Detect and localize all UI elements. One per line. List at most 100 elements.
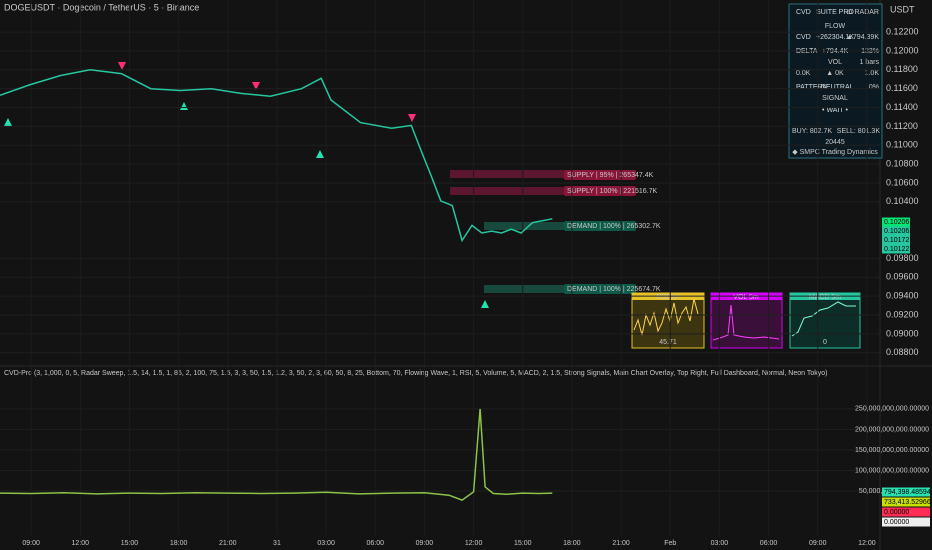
- zone-label: DEMAND | 100% | 225674.7K: [567, 286, 661, 293]
- zone-tag: [564, 186, 636, 196]
- dashboard-value: • NEUTRAL: [816, 84, 853, 91]
- price-badge-label: 794,398.48594: [884, 489, 931, 496]
- currency: USDT: [890, 4, 915, 14]
- price-badge-label: 0.10206: [884, 228, 909, 235]
- x-tick-label: 06:00: [367, 540, 385, 547]
- y-tick-label: 0.09800: [886, 253, 919, 263]
- zone-label: SUPPLY | 100% | 221516.7K: [567, 188, 657, 195]
- grid: [0, 31, 880, 492]
- y-tick-label: 250,000,000,000.00000: [855, 406, 929, 413]
- dashboard-buy: BUY: 802.7K: [792, 128, 832, 135]
- price-badge-label: 0.10122: [884, 246, 909, 253]
- x-tick-label: 18:00: [170, 540, 188, 547]
- supply-zone: [450, 187, 564, 195]
- sell-marker: [408, 114, 416, 122]
- panel-value: 45.71: [659, 339, 677, 346]
- x-tick-label: 21:00: [612, 540, 630, 547]
- y-tick-label: 150,000,000,000.00000: [855, 447, 929, 454]
- x-tick-label: 18:00: [563, 540, 581, 547]
- x-tick-label: 12:00: [72, 540, 90, 547]
- dashboard-value: ▲ 0K: [826, 70, 844, 77]
- mini-panels: RSI 5m 45.71 VOL 5m MACD 5m 0: [631, 292, 861, 349]
- x-tick-label: 12:00: [465, 540, 483, 547]
- price-badge: [882, 497, 930, 507]
- x-tick-label: 09:00: [809, 540, 827, 547]
- dashboard-label: CVD: [796, 34, 811, 41]
- zone-tag: [564, 221, 636, 231]
- zone-label: SUPPLY | 95% | 265347.4K: [567, 172, 654, 179]
- buy-marker: [481, 300, 489, 308]
- dashboard-value: 1.0K: [865, 70, 880, 77]
- dashboard-value: 0%: [869, 84, 879, 91]
- dashboard-section: FLOW: [825, 23, 846, 30]
- dashboard-footer: ◆ SMPC Trading Dynamics: [792, 149, 878, 156]
- x-tick-label: 31: [273, 540, 281, 547]
- price-badge: [882, 226, 910, 236]
- x-tick-label: 03:00: [711, 540, 729, 547]
- dashboard-section: VOL: [828, 59, 842, 66]
- x-tick-label: 06:00: [760, 540, 778, 547]
- rsi-trace: [633, 298, 699, 336]
- y-tick-label: 0.11400: [886, 102, 918, 112]
- price-badge: [882, 217, 910, 227]
- dashboard-brand: CVD: [796, 9, 811, 16]
- y-tick-label: 0.12200: [886, 26, 919, 36]
- chart-title: DOGEUSDT · Dogecoin / TetherUS · 5 · Bin…: [4, 2, 199, 12]
- price-badge-label: 0.00000: [884, 509, 909, 516]
- x-tick-label: 03:00: [317, 540, 335, 547]
- sell-marker: [252, 82, 260, 90]
- price-badge: [882, 487, 930, 497]
- dashboard-sell: SELL: 801.3K: [837, 128, 881, 135]
- y-tick-label: 0.09000: [886, 328, 919, 338]
- buy-marker: [4, 118, 12, 126]
- dashboard-value: 1 bars: [860, 59, 880, 66]
- dashboard-title: SUITE PRO: [816, 9, 854, 16]
- zone-tag: [564, 284, 636, 294]
- y-tick-label: 0.10400: [886, 196, 919, 206]
- y-tick-label: 0.10600: [886, 177, 919, 187]
- buy-marker: [316, 150, 324, 158]
- zone-tag: [564, 170, 636, 180]
- supply-zone: [450, 170, 564, 178]
- price-badge-label: 0.00000: [884, 519, 909, 526]
- vol-panel: [710, 292, 783, 349]
- y-tick-label: 0.11800: [886, 64, 918, 74]
- x-tick-label: 15:00: [514, 540, 532, 547]
- demand-zone: [484, 285, 564, 293]
- panel-title: RSI 5m: [656, 294, 680, 301]
- panel-title: MACD 5m: [809, 294, 841, 301]
- indicator-title: CVD-Pro (3, 1,000, 0, 5, Radar Sweep, 1.…: [4, 370, 827, 377]
- y-tick-label: 0.09600: [886, 272, 919, 282]
- y-tick-label: 0.11000: [886, 140, 918, 150]
- vol-trace: [712, 304, 780, 341]
- data-line: [0, 69, 553, 243]
- dashboard-signal: • WAIT •: [822, 107, 848, 114]
- y-tick-label: 0.12000: [886, 45, 919, 55]
- macd-trace: [791, 301, 856, 337]
- price-badge-label: 733,413.52966: [884, 499, 931, 506]
- y-tick-label: 200,000,000,000.00000: [855, 426, 929, 433]
- price-badge: [882, 244, 910, 254]
- x-tick-label: 21:00: [219, 540, 237, 547]
- dashboard-mode: ⊙ RADAR: [847, 9, 879, 16]
- dashboard-value: +262304.1K: [816, 34, 854, 41]
- price-badge: [882, 507, 930, 517]
- y-tick-label: 0.11200: [886, 121, 918, 131]
- y-tick-label: 100,000,000,000.00000: [855, 467, 929, 474]
- price-badge: [882, 517, 930, 527]
- x-tick-label: 09:00: [416, 540, 434, 547]
- y-tick-label: 0.11600: [886, 83, 918, 93]
- x-tick-label: 09:00: [22, 540, 40, 547]
- sell-marker: [118, 62, 126, 70]
- price-badge-label: 0.10172: [884, 237, 909, 244]
- price-badge-label: 0.10206: [884, 219, 909, 226]
- dashboard-count: 20445: [825, 139, 845, 146]
- zone-label: DEMAND | 100% | 265302.7K: [567, 223, 661, 230]
- y-tick-label: 0.09400: [886, 291, 919, 301]
- panel-value: 0: [823, 339, 827, 346]
- data-line: [0, 408, 553, 501]
- x-tick-label: Feb: [664, 540, 676, 547]
